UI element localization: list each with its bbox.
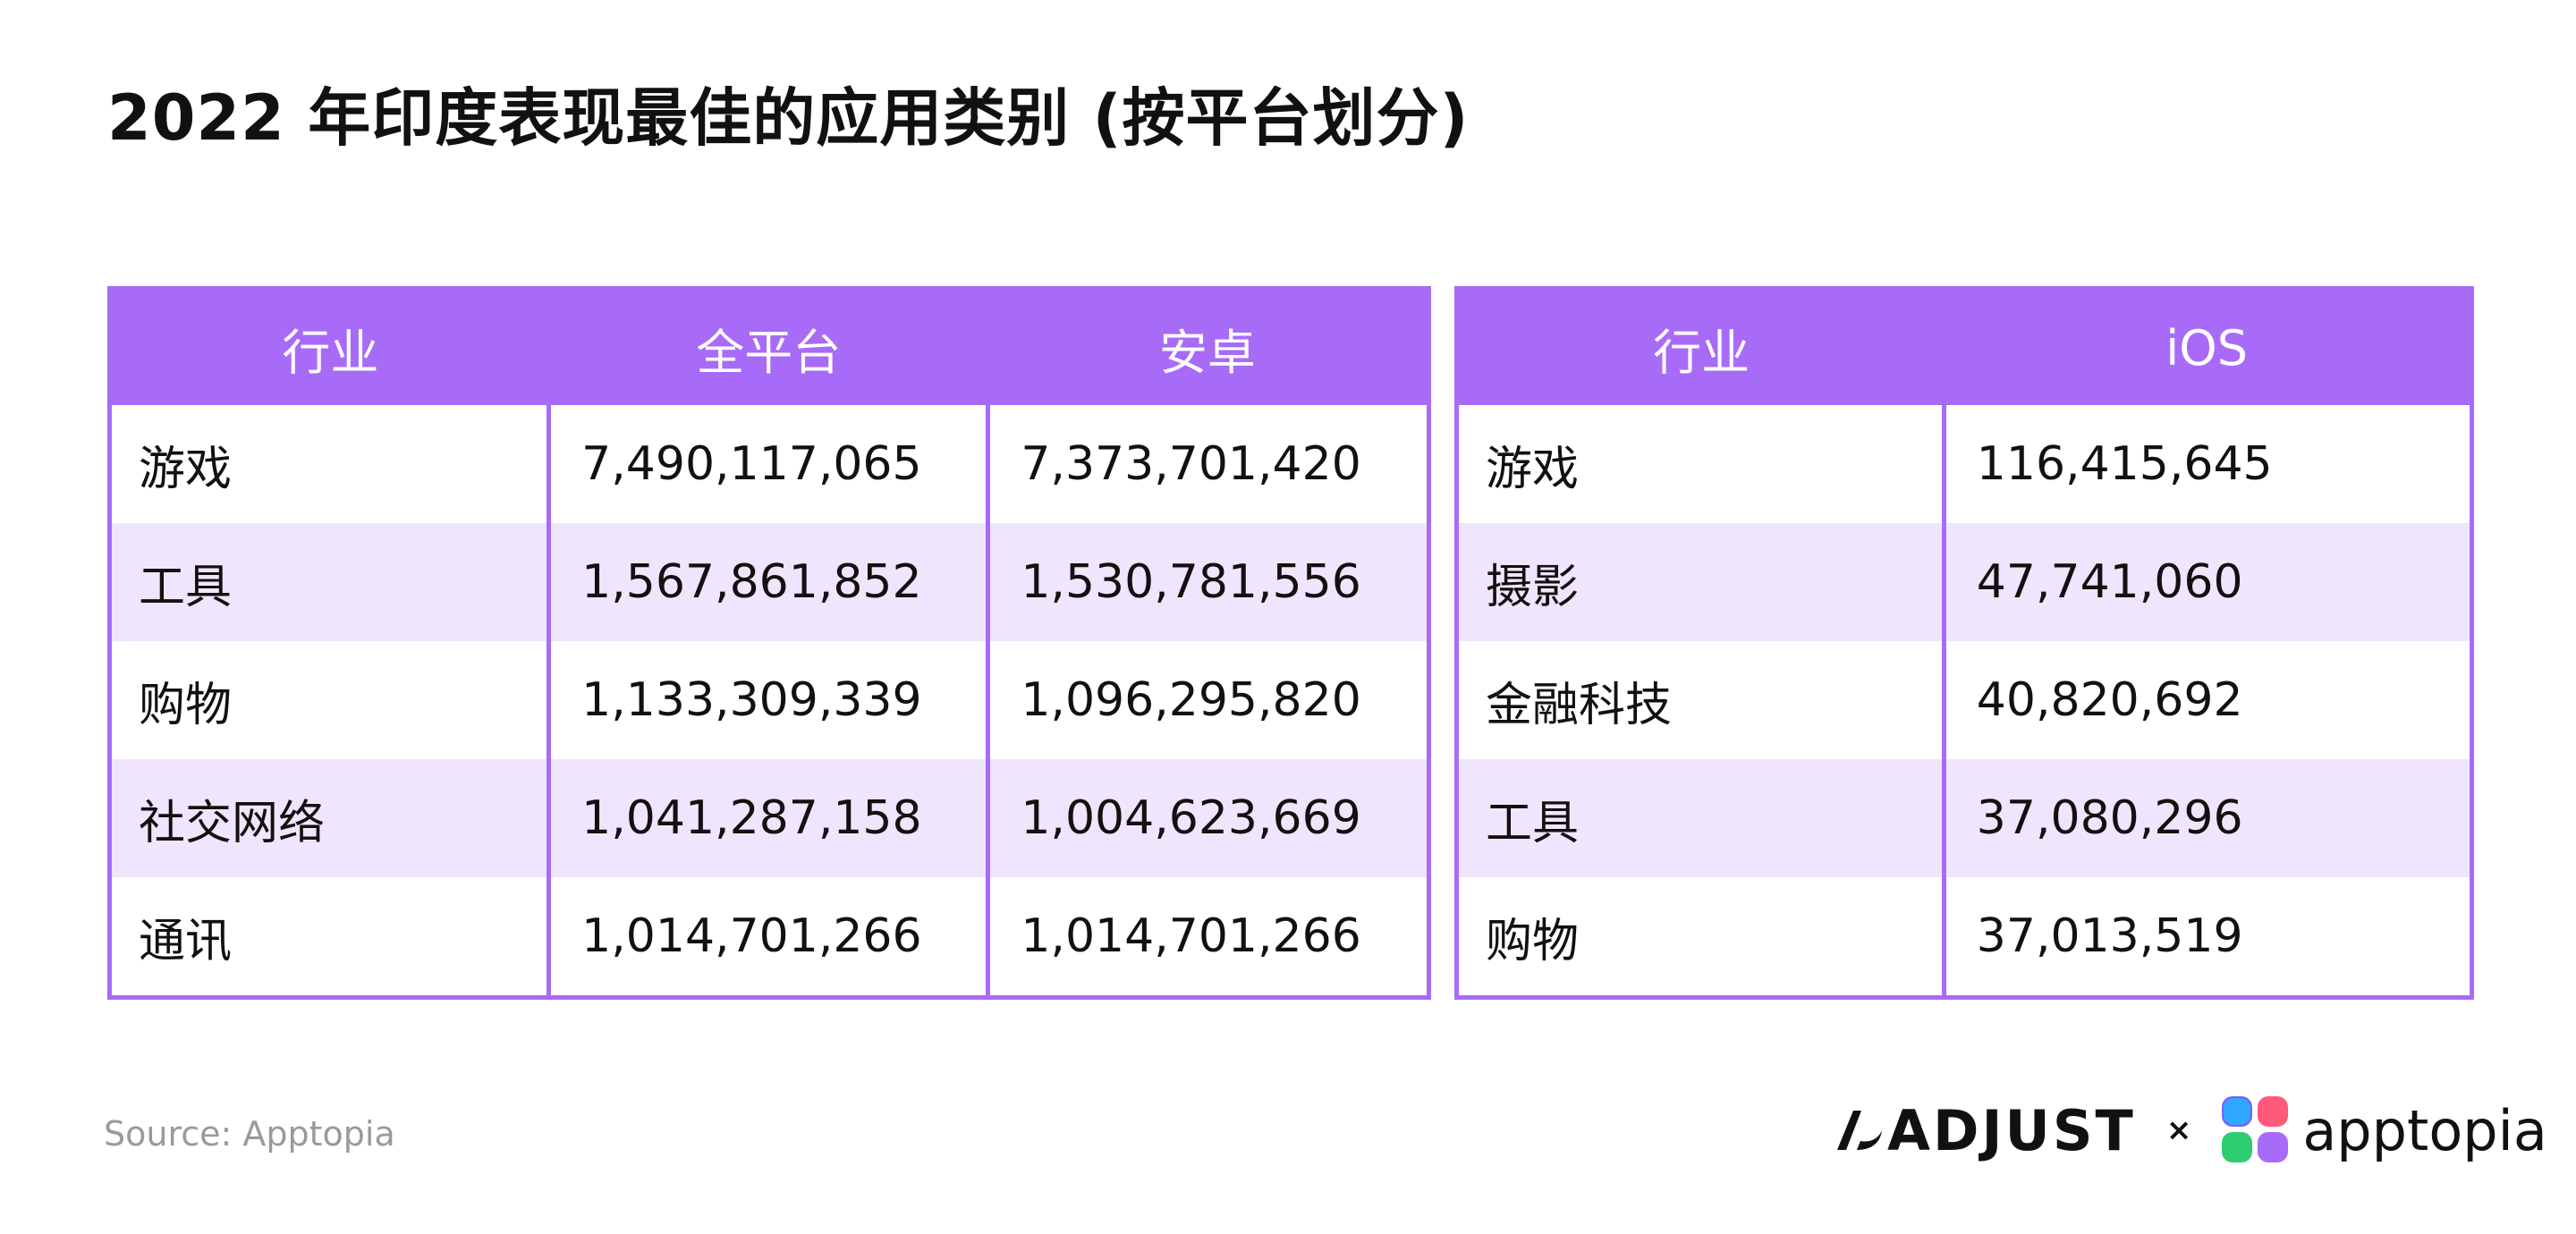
table-row: 摄影 47,741,060 [1456,523,2472,641]
industry-cell: 购物 [1486,914,1580,968]
table-row: 工具 1,567,861,852 1,530,781,556 [109,523,1429,641]
android-cell: 1,096,295,820 [986,641,1429,759]
ios-cell: 37,080,296 [1941,759,2472,877]
ios-cell: 40,820,692 [1941,641,2472,759]
adjust-logo-mark-icon [1837,1111,1882,1150]
apptopia-wordmark: apptopia [2302,1097,2547,1163]
table-row: 游戏 7,490,117,065 7,373,701,420 [110,405,1429,523]
ios-cell: 47,741,060 [1941,523,2472,641]
logo-separator: × [2165,1112,2192,1148]
all-platforms-cell: 1,567,861,852 [547,523,988,641]
header-industry: 行业 [109,288,549,405]
industry-cell: 社交网络 [109,759,549,877]
adjust-wordmark: ADJUST [1887,1097,2136,1163]
android-cell: 1,014,701,266 [986,877,1429,998]
ios-cell: 116,415,645 [1941,405,2472,523]
adjust-logo: ADJUST [1834,1097,2136,1163]
page-title: 2022 年印度表现最佳的应用类别 (按平台划分) [107,81,1470,155]
apptopia-logo-icon [2222,1096,2289,1162]
table-row: 购物 1,133,309,339 1,096,295,820 [110,641,1429,759]
ios-cell: 37,013,519 [1941,877,2472,998]
android-cell: 7,373,701,420 [986,405,1429,523]
all-platforms-cell: 1,041,287,158 [547,759,988,877]
table-row: 购物 37,013,519 [1457,877,2472,998]
android-cell: 1,004,623,669 [986,759,1429,877]
table-row: 社交网络 1,041,287,158 1,004,623,669 [109,759,1429,877]
industry-cell: 游戏 [139,442,233,496]
industry-cell: 摄影 [1456,523,1945,641]
table-row: 游戏 116,415,645 [1457,405,2472,523]
industry-cell: 工具 [109,523,549,641]
platform-table: 行业 全平台 安卓 游戏 7,490,117,065 7,373,701,420… [107,286,1431,1000]
industry-cell: 购物 [139,678,233,732]
table-row: 金融科技 40,820,692 [1457,641,2472,759]
table-row: 工具 37,080,296 [1456,759,2472,877]
industry-cell: 工具 [1456,759,1945,877]
android-cell: 1,530,781,556 [986,523,1429,641]
header-android: 安卓 [987,288,1429,405]
all-platforms-cell: 1,014,701,266 [547,877,988,998]
all-platforms-cell: 1,133,309,339 [547,641,988,759]
source-note: Source: Apptopia [104,1114,395,1154]
all-platforms-cell: 7,490,117,065 [547,405,988,523]
header-all-platforms: 全平台 [548,288,988,405]
industry-cell: 游戏 [1486,442,1580,496]
table-header-row: 行业 iOS [1456,288,2472,405]
table-row: 通讯 1,014,701,266 1,014,701,266 [110,877,1429,998]
ios-table: 行业 iOS 游戏 116,415,645 摄影 47,741,060 金融科技… [1454,286,2474,1000]
header-industry: 行业 [1456,288,1945,405]
brand-logos: ADJUST × apptopia [1834,1087,2547,1173]
table-header-row: 行业 全平台 安卓 [109,288,1429,405]
industry-cell: 通讯 [139,914,233,968]
industry-cell: 金融科技 [1486,678,1673,732]
header-ios: iOS [1944,288,2472,405]
